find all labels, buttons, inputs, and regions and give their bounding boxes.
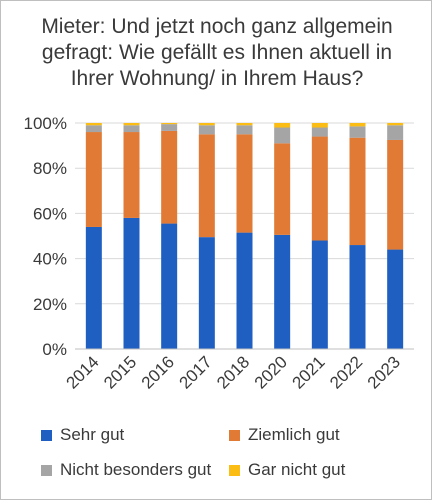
bar-sehr-gut-2022	[349, 245, 366, 349]
bar-ziemlich-gut-2017	[198, 134, 215, 238]
bar-gar-nicht-gut-2016	[161, 123, 178, 125]
bar-nicht-besonders-gut-2014	[85, 125, 102, 133]
bar-ziemlich-gut-2014	[85, 132, 102, 227]
x-tick-label: 2017	[175, 352, 215, 392]
bar-gar-nicht-gut-2015	[123, 123, 140, 126]
bar-sehr-gut-2015	[123, 217, 140, 349]
bar-ziemlich-gut-2021	[311, 136, 328, 241]
x-tick-label: 2023	[364, 352, 404, 392]
y-tick-label: 80%	[33, 159, 67, 178]
bar-ziemlich-gut-2023	[387, 139, 404, 250]
bar-sehr-gut-2014	[85, 226, 102, 349]
bar-sehr-gut-2020	[274, 234, 291, 349]
x-tick-label: 2021	[288, 352, 328, 392]
bar-sehr-gut-2017	[198, 237, 215, 349]
x-tick-label: 2020	[251, 352, 291, 392]
chart-title-line-3: Ihrer Wohnung/ in Ihrem Haus?	[70, 67, 364, 90]
legend-label-ziemlich-gut: Ziemlich gut	[248, 425, 340, 444]
bar-sehr-gut-2018	[236, 232, 253, 349]
bar-sehr-gut-2023	[387, 249, 404, 349]
bar-ziemlich-gut-2022	[349, 137, 366, 246]
chart-title-line-1: Mieter: Und jetzt noch ganz allgemein	[41, 15, 393, 38]
legend-swatch-gar-nicht-gut	[229, 464, 240, 476]
legend-label-sehr-gut: Sehr gut	[60, 425, 125, 444]
chart-title: Mieter: Und jetzt noch ganz allgemein ge…	[1, 14, 431, 92]
x-tick-label: 2014	[62, 352, 102, 392]
legend-label-nicht-besonders-gut: Nicht besonders gut	[60, 460, 212, 479]
x-tick-label: 2022	[326, 352, 366, 392]
bar-nicht-besonders-gut-2023	[387, 125, 404, 140]
bar-sehr-gut-2021	[311, 240, 328, 349]
bar-gar-nicht-gut-2022	[349, 123, 366, 127]
bar-nicht-besonders-gut-2020	[274, 127, 291, 144]
bar-ziemlich-gut-2020	[274, 143, 291, 235]
bar-nicht-besonders-gut-2017	[198, 125, 215, 135]
x-tick-label: 2015	[100, 352, 140, 392]
x-tick-label: 2018	[213, 352, 253, 392]
y-tick-label: 0%	[42, 340, 67, 359]
x-tick-label: 2016	[138, 352, 178, 392]
legend-swatch-ziemlich-gut	[229, 429, 240, 441]
bar-ziemlich-gut-2018	[236, 134, 253, 233]
bar-ziemlich-gut-2015	[123, 132, 140, 218]
chart-title-line-2: gefragt: Wie gefällt es Ihnen aktuell in	[41, 41, 393, 64]
legend-swatch-nicht-besonders-gut	[41, 464, 52, 476]
legend-item-ziemlich-gut: Ziemlich gut	[229, 425, 340, 445]
bar-nicht-besonders-gut-2021	[311, 127, 328, 137]
legend-item-sehr-gut: Sehr gut	[41, 425, 124, 445]
bar-gar-nicht-gut-2018	[236, 123, 253, 126]
bar-gar-nicht-gut-2021	[311, 123, 328, 128]
legend-item-gar-nicht-gut: Gar nicht gut	[229, 460, 345, 480]
y-tick-label: 40%	[33, 250, 67, 269]
legend-swatch-sehr-gut	[41, 429, 52, 441]
bar-gar-nicht-gut-2014	[85, 123, 102, 126]
bar-sehr-gut-2016	[161, 223, 178, 349]
bar-nicht-besonders-gut-2016	[161, 124, 178, 131]
bar-nicht-besonders-gut-2018	[236, 125, 253, 135]
bar-nicht-besonders-gut-2015	[123, 125, 140, 133]
y-tick-label: 20%	[33, 295, 67, 314]
bar-nicht-besonders-gut-2022	[349, 126, 366, 138]
bar-gar-nicht-gut-2023	[387, 123, 404, 126]
legend-label-gar-nicht-gut: Gar nicht gut	[248, 460, 346, 479]
bar-gar-nicht-gut-2020	[274, 123, 291, 128]
y-tick-label: 60%	[33, 204, 67, 223]
legend-item-nicht-besonders-gut: Nicht besonders gut	[41, 460, 211, 480]
bar-ziemlich-gut-2016	[161, 130, 178, 224]
bar-gar-nicht-gut-2017	[198, 123, 215, 126]
y-tick-label: 100%	[24, 114, 67, 133]
